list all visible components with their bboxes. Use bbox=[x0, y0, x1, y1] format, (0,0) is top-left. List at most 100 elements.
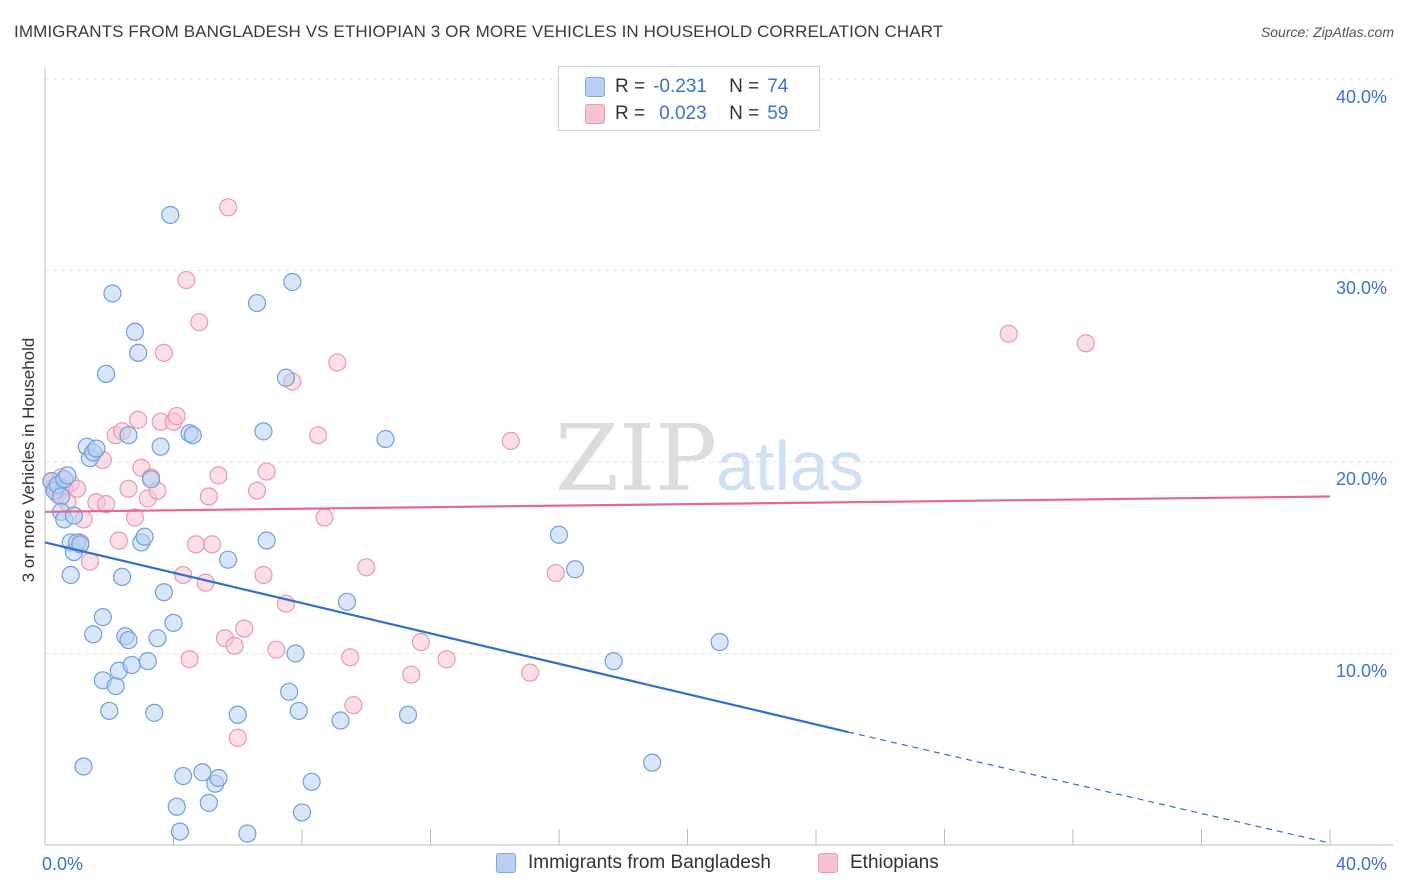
axes bbox=[44, 68, 1393, 846]
bangladesh-point bbox=[238, 824, 257, 843]
bangladesh-trend-extension bbox=[847, 731, 1331, 844]
ethiopians-point bbox=[109, 531, 128, 550]
bangladesh-point bbox=[167, 797, 186, 816]
legend-n-label: N = bbox=[729, 103, 760, 124]
legend-row-ethiopians: R = 0.023 N = 59 bbox=[559, 101, 788, 127]
bangladesh-point bbox=[87, 439, 106, 458]
chart-title: IMMIGRANTS FROM BANGLADESH VS ETHIOPIAN … bbox=[14, 22, 944, 41]
bottom-legend-ethiopians: Ethiopians bbox=[818, 852, 939, 874]
bangladesh-point bbox=[565, 560, 585, 579]
ethiopians-point bbox=[190, 313, 209, 332]
bangladesh-point bbox=[199, 793, 218, 812]
bangladesh-point bbox=[170, 822, 190, 841]
x-tick-min: 0.0% bbox=[42, 854, 84, 874]
ethiopians-trend-line bbox=[44, 495, 1331, 513]
bangladesh-point bbox=[604, 652, 623, 671]
bangladesh-point bbox=[64, 506, 84, 525]
ethiopians-point bbox=[199, 487, 218, 506]
ethiopians-point bbox=[180, 650, 199, 669]
ethiopians-point bbox=[999, 324, 1018, 343]
bangladesh-point bbox=[129, 343, 148, 362]
bangladesh-point bbox=[103, 284, 122, 303]
bangladesh-point bbox=[174, 766, 193, 786]
bangladesh-point bbox=[376, 429, 395, 449]
x-tick-max: 40.0% bbox=[1336, 854, 1388, 874]
ethiopians-point bbox=[267, 640, 286, 659]
bangladesh-point bbox=[100, 701, 119, 721]
legend-row-bangladesh: R = -0.231 N = 74 bbox=[559, 74, 788, 100]
bangladesh-point bbox=[93, 608, 112, 627]
bangladesh-point bbox=[141, 470, 161, 489]
legend-n-value: 74 bbox=[767, 76, 789, 97]
bangladesh-point bbox=[122, 655, 141, 675]
legend-r-label: R = bbox=[615, 103, 646, 124]
bangladesh-point bbox=[643, 753, 662, 772]
ethiopians-point bbox=[202, 535, 222, 554]
legend-r-value: -0.231 bbox=[653, 76, 707, 97]
bottom-legend-swatch-pink bbox=[818, 853, 838, 873]
ethiopians-point bbox=[308, 426, 328, 445]
bangladesh-point bbox=[151, 437, 170, 456]
bangladesh-point bbox=[549, 525, 569, 544]
bangladesh-point bbox=[138, 652, 157, 671]
bottom-legend-bangladesh: Immigrants from Bangladesh bbox=[496, 852, 771, 874]
bangladesh-point bbox=[193, 763, 212, 782]
y-tick-40: 40.0% bbox=[1336, 87, 1388, 107]
source-label: Source: ZipAtlas.com bbox=[1260, 24, 1394, 40]
bangladesh-point bbox=[51, 487, 71, 506]
bangladesh-point bbox=[280, 682, 299, 701]
ethiopians-point bbox=[219, 198, 238, 217]
bangladesh-point bbox=[289, 701, 308, 721]
bangladesh-point bbox=[161, 205, 180, 225]
bottom-legend-label: Immigrants from Bangladesh bbox=[528, 852, 771, 873]
legend-r-label: R = bbox=[615, 76, 646, 97]
bangladesh-point bbox=[125, 322, 145, 341]
ethiopians-point bbox=[68, 479, 87, 498]
bottom-legend-swatch-blue bbox=[496, 853, 516, 873]
bangladesh-point bbox=[119, 630, 138, 650]
ethiopians-point bbox=[341, 648, 360, 667]
ethiopians-point bbox=[225, 636, 244, 655]
ethiopians-point bbox=[546, 563, 565, 583]
bangladesh-point bbox=[119, 426, 138, 445]
ethiopians-point bbox=[209, 466, 228, 485]
bangladesh-trend-line bbox=[44, 541, 849, 734]
legend-n-label: N = bbox=[729, 76, 760, 97]
ethiopians-point bbox=[257, 462, 276, 481]
bangladesh-point bbox=[331, 711, 350, 730]
ethiopians-point bbox=[228, 728, 247, 747]
bangladesh-point bbox=[398, 705, 418, 724]
bangladesh-point bbox=[154, 583, 173, 602]
ethiopians-point bbox=[254, 565, 273, 585]
ethiopians-point bbox=[344, 696, 363, 715]
watermark: ZIP atlas bbox=[555, 405, 864, 512]
bangladesh-point bbox=[106, 676, 125, 696]
ethiopians-point bbox=[1076, 334, 1095, 353]
series-bangladesh bbox=[42, 205, 729, 843]
bangladesh-point bbox=[254, 422, 273, 441]
bangladesh-point bbox=[135, 527, 154, 546]
bangladesh-point bbox=[286, 644, 305, 663]
bottom-legend-label: Ethiopians bbox=[850, 852, 939, 873]
bangladesh-point bbox=[148, 629, 167, 648]
bangladesh-point bbox=[292, 803, 312, 822]
legend-n-value: 59 bbox=[767, 103, 789, 124]
ethiopians-point bbox=[315, 508, 334, 527]
bangladesh-point bbox=[337, 592, 357, 611]
ethiopians-point bbox=[119, 479, 138, 498]
ethiopians-point bbox=[177, 270, 196, 290]
ethiopians-point bbox=[80, 552, 100, 571]
legend-swatch-pink bbox=[585, 104, 605, 124]
ethiopians-point bbox=[520, 663, 540, 682]
ethiopians-point bbox=[437, 650, 456, 669]
ethiopians-point bbox=[154, 343, 173, 362]
bangladesh-point bbox=[257, 531, 276, 550]
bangladesh-point bbox=[247, 293, 267, 313]
bangladesh-point bbox=[112, 567, 132, 587]
bangladesh-point bbox=[710, 632, 729, 652]
bangladesh-point bbox=[58, 466, 77, 485]
ethiopians-point bbox=[501, 431, 520, 451]
ethiopians-point bbox=[411, 632, 430, 652]
y-tick-10: 10.0% bbox=[1336, 661, 1388, 681]
ethiopians-point bbox=[186, 535, 206, 554]
